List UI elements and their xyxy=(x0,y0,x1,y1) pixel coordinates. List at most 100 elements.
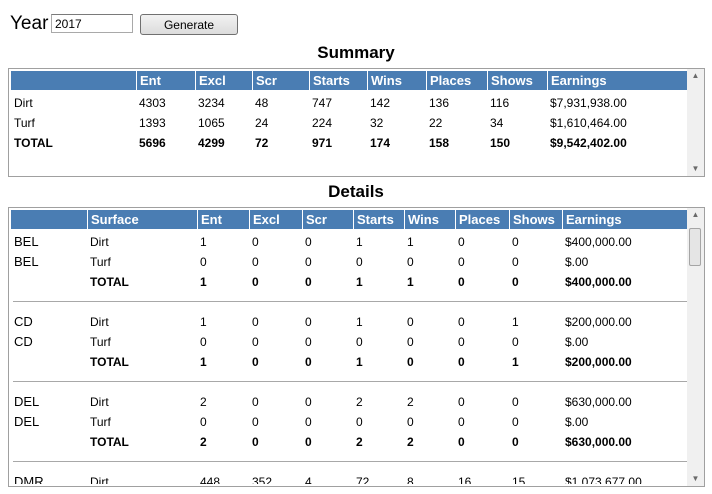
summary-cell-places: 158 xyxy=(429,136,450,150)
details-cell-ent: 1 xyxy=(200,315,207,329)
details-cell-excl: 0 xyxy=(252,335,259,349)
details-cell-earnings: $1,073,677.00 xyxy=(565,475,642,484)
scroll-up-arrow-icon[interactable]: ▲ xyxy=(691,210,700,219)
summary-cell-places: 22 xyxy=(429,116,443,130)
details-title: Details xyxy=(328,182,384,201)
summary-header-col[interactable]: Places xyxy=(426,71,487,90)
details-row[interactable]: DEL Dirt 2 0 0 2 2 0 0 $630,000.00 xyxy=(11,392,687,412)
details-cell-surface: Turf xyxy=(90,415,111,429)
details-header-col[interactable]: Earnings xyxy=(562,210,687,229)
details-cell-starts: 1 xyxy=(356,275,363,289)
details-row[interactable]: CD Dirt 1 0 0 1 0 0 1 $200,000.00 xyxy=(11,312,687,332)
details-cell-surface: TOTAL xyxy=(90,435,129,449)
summary-table[interactable]: Ent Excl Scr Starts Wins Places Shows Earnings D… xyxy=(8,68,705,177)
details-header-col[interactable]: Starts xyxy=(353,210,404,229)
summary-row[interactable]: Dirt 4303 3234 48 747 142 136 116 $7,931,938.00 xyxy=(11,93,687,113)
details-cell-wins: 0 xyxy=(407,315,414,329)
details-total-row[interactable]: TOTAL 1 0 0 1 1 0 0 $400,000.00 xyxy=(11,272,687,292)
details-cell-track: DEL xyxy=(14,394,40,409)
details-scrollbar[interactable]: ▲ ▼ xyxy=(687,208,704,486)
summary-header-col[interactable]: Starts xyxy=(309,71,367,90)
summary-scrollbar[interactable]: ▲ ▼ xyxy=(687,69,704,176)
details-header-col[interactable]: Places xyxy=(455,210,509,229)
group-divider xyxy=(13,381,687,382)
details-cell-starts: 0 xyxy=(356,255,363,269)
details-cell-ent: 1 xyxy=(200,355,207,369)
details-cell-places: 0 xyxy=(458,275,465,289)
details-cell-surface: Turf xyxy=(90,255,111,269)
details-header-col[interactable]: Excl xyxy=(249,210,302,229)
scroll-thumb[interactable] xyxy=(689,228,701,266)
details-total-row[interactable]: TOTAL 1 0 0 1 0 0 1 $200,000.00 xyxy=(11,352,687,372)
summary-row[interactable]: TOTAL 5696 4299 72 971 174 158 150 $9,542,402.00 xyxy=(11,133,687,153)
details-cell-track: CD xyxy=(14,314,33,329)
details-row[interactable]: BEL Dirt 1 0 0 1 1 0 0 $400,000.00 xyxy=(11,232,687,252)
details-cell-excl: 0 xyxy=(252,255,259,269)
details-total-row[interactable]: TOTAL 2 0 0 2 2 0 0 $630,000.00 xyxy=(11,432,687,452)
details-cell-excl: 0 xyxy=(252,435,259,449)
details-cell-track: DEL xyxy=(14,414,40,429)
summary-cell-earnings: $7,931,938.00 xyxy=(550,96,627,110)
details-cell-places: 16 xyxy=(458,475,472,484)
details-cell-scr: 0 xyxy=(305,415,312,429)
details-row[interactable]: DEL Turf 0 0 0 0 0 0 0 $.00 xyxy=(11,412,687,432)
summary-header-col[interactable]: Shows xyxy=(487,71,547,90)
summary-cell-earnings: $1,610,464.00 xyxy=(550,116,627,130)
details-cell-starts: 72 xyxy=(356,475,370,484)
details-cell-ent: 0 xyxy=(200,255,207,269)
summary-cell-wins: 32 xyxy=(370,116,384,130)
year-input[interactable] xyxy=(51,14,133,33)
summary-row[interactable]: Turf 1393 1065 24 224 32 22 34 $1,610,464.00 xyxy=(11,113,687,133)
details-cell-earnings: $400,000.00 xyxy=(565,275,632,289)
generate-button[interactable]: Generate xyxy=(140,14,238,35)
details-cell-scr: 0 xyxy=(305,335,312,349)
details-cell-surface: Dirt xyxy=(90,475,109,484)
summary-header-col[interactable]: Earnings xyxy=(547,71,687,90)
details-cell-scr: 0 xyxy=(305,315,312,329)
details-cell-places: 0 xyxy=(458,435,465,449)
details-cell-surface: Turf xyxy=(90,335,111,349)
details-cell-ent: 0 xyxy=(200,335,207,349)
details-row[interactable]: CD Turf 0 0 0 0 0 0 0 $.00 xyxy=(11,332,687,352)
details-header-col[interactable]: Wins xyxy=(404,210,455,229)
details-cell-ent: 0 xyxy=(200,415,207,429)
details-header-col[interactable] xyxy=(11,210,87,229)
details-cell-places: 0 xyxy=(458,415,465,429)
details-cell-ent: 1 xyxy=(200,275,207,289)
summary-cell-ent: 1393 xyxy=(139,116,166,130)
details-cell-wins: 0 xyxy=(407,335,414,349)
details-header-col[interactable]: Ent xyxy=(197,210,249,229)
details-header-col[interactable]: Scr xyxy=(302,210,353,229)
details-cell-starts: 2 xyxy=(356,395,363,409)
details-row[interactable]: BEL Turf 0 0 0 0 0 0 0 $.00 xyxy=(11,252,687,272)
details-header-col[interactable]: Surface xyxy=(87,210,197,229)
details-cell-wins: 0 xyxy=(407,255,414,269)
details-cell-track: DMR xyxy=(14,474,44,484)
details-cell-ent: 1 xyxy=(200,235,207,249)
details-cell-shows: 15 xyxy=(512,475,526,484)
details-row[interactable]: DMR Dirt 448 352 4 72 8 16 15 $1,073,677.00 xyxy=(11,472,687,484)
details-table-body: Surface Ent Excl Scr Starts Wins Places Shows Ea… xyxy=(11,210,687,484)
details-cell-ent: 2 xyxy=(200,395,207,409)
scroll-up-arrow-icon[interactable]: ▲ xyxy=(691,71,700,80)
scroll-down-arrow-icon[interactable]: ▼ xyxy=(691,474,700,483)
summary-cell-scr: 24 xyxy=(255,116,269,130)
details-cell-earnings: $630,000.00 xyxy=(565,395,632,409)
details-cell-surface: TOTAL xyxy=(90,275,129,289)
summary-header-col[interactable]: Wins xyxy=(367,71,426,90)
summary-header-col[interactable]: Excl xyxy=(195,71,252,90)
details-cell-track: CD xyxy=(14,334,33,349)
summary-header-col[interactable]: Scr xyxy=(252,71,309,90)
details-cell-track: BEL xyxy=(14,254,39,269)
details-cell-track: BEL xyxy=(14,234,39,249)
scroll-down-arrow-icon[interactable]: ▼ xyxy=(691,164,700,173)
summary-cell-starts: 224 xyxy=(312,116,333,130)
year-label: Year xyxy=(10,13,49,34)
details-cell-starts: 2 xyxy=(356,435,363,449)
details-table[interactable]: Surface Ent Excl Scr Starts Wins Places Shows Ea… xyxy=(8,207,705,487)
summary-header-col[interactable]: Ent xyxy=(136,71,195,90)
summary-header-col[interactable] xyxy=(11,71,136,90)
details-header-col[interactable]: Shows xyxy=(509,210,562,229)
details-cell-earnings: $.00 xyxy=(565,335,589,349)
summary-table-body: Ent Excl Scr Starts Wins Places Shows Earnings D… xyxy=(11,71,687,174)
